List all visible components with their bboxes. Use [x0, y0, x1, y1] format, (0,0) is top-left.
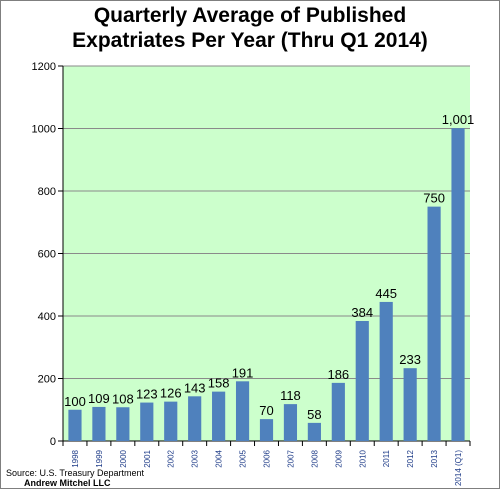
- y-tick-label: 1000: [32, 124, 56, 136]
- source-note: Source: U.S. Treasury Department: [6, 468, 145, 478]
- category-label: 2006: [263, 449, 272, 467]
- data-label: 100: [64, 394, 86, 409]
- bar: [307, 422, 321, 441]
- y-tick-label: 1200: [32, 61, 56, 73]
- bar: [427, 206, 441, 441]
- y-tick-label: 0: [50, 436, 56, 448]
- y-tick-label: 400: [38, 311, 56, 323]
- category-label: 2013: [430, 449, 439, 467]
- category-label: 1999: [95, 449, 104, 467]
- category-label: 2003: [191, 449, 200, 467]
- data-label: 118: [280, 388, 301, 403]
- bar: [140, 402, 154, 441]
- data-label: 384: [351, 305, 373, 320]
- bar: [68, 409, 82, 441]
- data-label: 233: [399, 352, 421, 367]
- y-tick-label: 800: [38, 186, 56, 198]
- category-label: 2008: [310, 449, 319, 467]
- bar: [451, 128, 465, 441]
- bar: [116, 407, 130, 441]
- category-label: 2004: [215, 449, 224, 467]
- bar: [188, 396, 202, 441]
- y-tick-label: 600: [38, 249, 56, 261]
- bar: [164, 401, 178, 441]
- data-label: 126: [160, 386, 182, 401]
- data-label: 108: [112, 391, 134, 406]
- data-label: 70: [259, 403, 273, 418]
- data-label: 58: [307, 407, 321, 422]
- category-label: 1998: [71, 449, 80, 467]
- category-label: 2010: [358, 449, 367, 467]
- bar: [235, 381, 250, 441]
- category-label: 2007: [286, 449, 295, 467]
- chart-title: Quarterly Average of Published Expatriat…: [0, 3, 500, 53]
- category-label: 2012: [406, 449, 415, 467]
- data-label: 1,001: [442, 112, 475, 127]
- category-label: 2000: [119, 449, 128, 467]
- bar: [355, 321, 369, 441]
- category-label: 2001: [143, 449, 152, 467]
- data-label: 109: [88, 391, 110, 406]
- bar: [92, 406, 106, 441]
- bar: [331, 382, 345, 441]
- category-label: 2002: [167, 449, 176, 467]
- bar: [379, 301, 393, 441]
- data-label: 158: [208, 376, 230, 391]
- data-label: 186: [327, 367, 349, 382]
- category-label: 2005: [239, 449, 248, 467]
- chart-title-line-1: Quarterly Average of Published: [93, 4, 407, 27]
- author-credit: Andrew Mitchel LLC: [24, 478, 111, 488]
- category-label: 2011: [382, 449, 391, 467]
- bar: [283, 404, 298, 441]
- bar: [259, 419, 274, 441]
- y-tick-label: 200: [38, 374, 56, 386]
- data-label: 143: [184, 380, 206, 395]
- category-label: 2009: [334, 449, 343, 467]
- data-label: 191: [232, 365, 254, 380]
- chart-title-line-2: Expatriates Per Year (Thru Q1 2014): [72, 29, 428, 52]
- bar: [212, 391, 226, 441]
- data-label: 750: [423, 191, 445, 206]
- data-label: 445: [375, 286, 397, 301]
- bar: [403, 368, 417, 441]
- data-label: 123: [136, 387, 158, 402]
- category-label: 2014 (Q1): [454, 450, 463, 486]
